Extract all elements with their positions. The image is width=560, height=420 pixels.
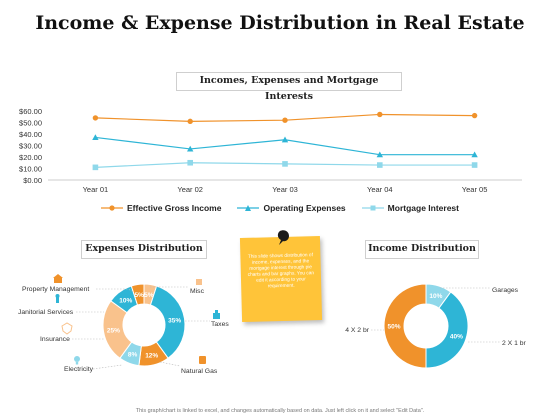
data-point [187,145,194,152]
income-data-label: 50% [387,324,400,331]
x-tick-label: Year 02 [177,185,203,194]
data-point [92,164,99,171]
legend-label-expenses: Operating Expenses [263,203,346,213]
income-chart-title: Income Distribution [365,240,479,259]
data-point [92,134,99,141]
y-tick-label: $10.00 [19,165,42,174]
income-category-label: 4 X 2 br [345,327,370,334]
income-data-label: 10% [429,293,442,300]
data-point [377,162,383,168]
data-point [376,151,383,158]
y-tick-label: $40.00 [19,130,42,139]
y-tick-label: $60.00 [19,107,42,116]
property-management-icon [53,274,63,283]
expenses-category-label: Property Management [22,286,89,293]
income-slice [425,291,469,369]
expenses-data-label: 5% [134,292,144,299]
income-category-label: 2 X 1 br [502,340,527,347]
x-tick-label: Year 01 [83,185,109,194]
janitorial-services-icon [55,294,60,303]
legend-item-mortgage: Mortgage Interest [361,203,459,213]
expenses-category-label: Electricity [64,366,94,373]
data-point [377,111,383,118]
data-point [92,115,99,121]
pin-icon [277,230,289,245]
expenses-category-label: Misc [190,288,205,295]
y-tick-label: $30.00 [19,142,42,151]
expenses-data-label: 25% [107,327,120,334]
data-point [471,162,478,168]
legend-label-mortgage: Mortgage Interest [387,203,459,213]
expenses-chart-title: Expenses Distribution [81,240,207,259]
expenses-leader-line [159,361,181,367]
footer-note: This graph/chart is linked to excel, and… [135,408,425,414]
expenses-category-label: Natural Gas [181,368,218,375]
data-point [187,118,193,125]
legend-item-expenses: Operating Expenses [237,203,346,213]
line-chart: $0.00 $10.00 $20.00 $30.00 $40.00 $50.00 $60.0… [19,107,522,194]
x-tick-label: Year 05 [462,185,488,194]
y-tick-label: $20.00 [19,153,42,162]
y-tick-label: $50.00 [19,119,42,128]
expenses-data-label: 12% [145,353,158,360]
expenses-slice [130,283,145,306]
data-point [471,151,478,158]
misc-icon [196,279,202,285]
line-chart-legend: Effective Gross Income Operating Expense… [0,203,560,213]
expenses-data-label: 35% [168,318,181,325]
y-tick-label: $0.00 [23,176,42,185]
x-tick-label: Year 03 [272,185,298,194]
data-point [282,161,288,167]
expenses-category-label: Taxes [211,321,229,328]
income-slice [383,283,427,369]
insurance-icon [61,322,73,335]
expenses-category-label: Janitorial Services [18,309,74,316]
data-point [471,112,478,119]
page-title: Income & Expense Distribution in Real Es… [35,12,525,34]
expenses-leader-line [92,364,123,370]
expenses-data-label: 10% [119,297,132,304]
data-point [281,136,289,143]
expenses-category-label: Insurance [40,336,70,343]
expenses-data-label: 8% [128,351,138,358]
income-data-label: 40% [450,333,463,340]
data-point [187,159,193,166]
taxes-icon [213,310,220,319]
x-tick-label: Year 04 [367,185,393,194]
legend-item-income: Effective Gross Income [100,203,222,213]
data-point [282,117,288,123]
expenses-data-label: 5% [144,292,154,299]
natural-gas-icon [199,356,206,364]
income-category-label: Garages [492,287,519,294]
legend-label-income: Effective Gross Income [126,203,222,213]
electricity-icon [74,356,80,365]
line-chart-title: Incomes, Expenses and Mortgage Interests [176,72,402,102]
expenses-leader-line [96,288,135,293]
